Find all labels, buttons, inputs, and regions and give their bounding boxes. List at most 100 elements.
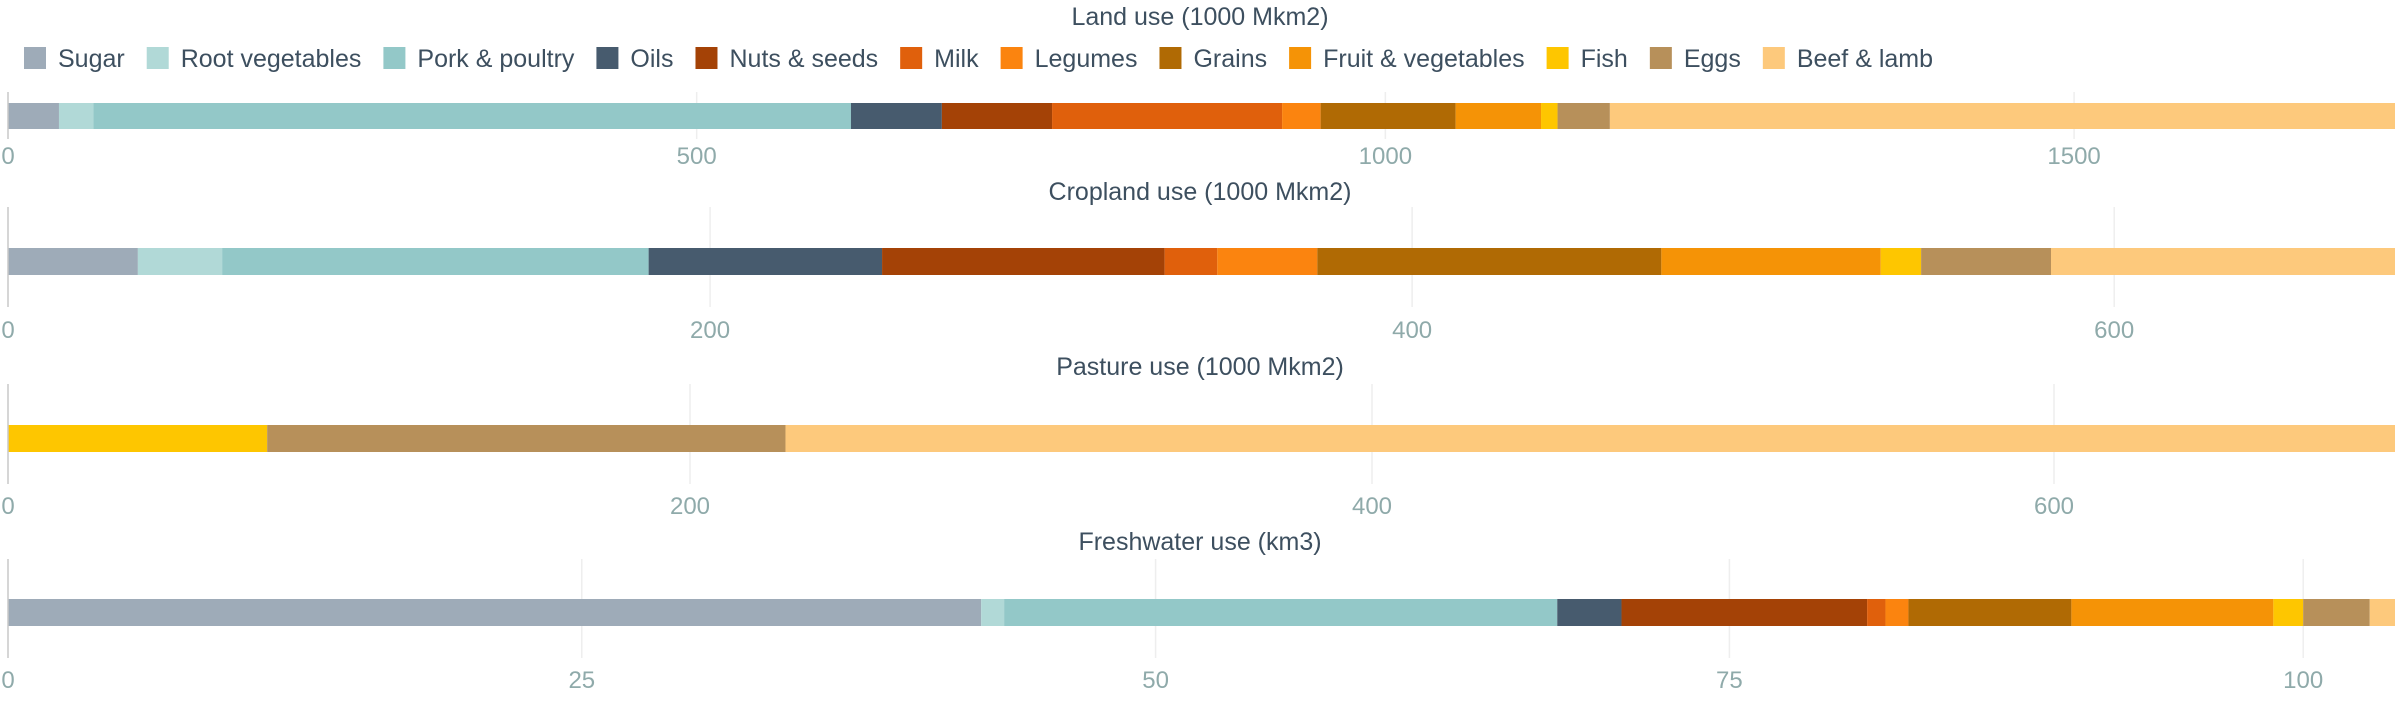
legend-item-milk[interactable]: Milk: [900, 45, 979, 73]
chart-panel-freshwater-use-km3: Freshwater use (km3) 0 25 50 75 100: [1, 528, 2395, 694]
bar-segment-eggs[interactable]: [267, 425, 786, 452]
legend-item-fruit-and-vegetables[interactable]: Fruit & vegetables: [1289, 45, 1525, 73]
tick-label: 500: [677, 143, 717, 170]
bar-segment-sugar[interactable]: [8, 599, 982, 626]
bar-segment-eggs[interactable]: [1921, 248, 2051, 275]
bar-segment-fruit-and-vegetables[interactable]: [1661, 248, 1881, 275]
panel-title: Land use (1000 Mkm2): [1071, 3, 1328, 31]
legend-item-eggs[interactable]: Eggs: [1649, 45, 1741, 73]
bar-segment-legumes[interactable]: [1282, 103, 1321, 129]
bar-segment-beef-and-lamb[interactable]: [2369, 599, 2395, 626]
legend-label: Milk: [934, 45, 979, 73]
bar-segment-legumes[interactable]: [1885, 599, 1909, 626]
legend-swatch: [596, 47, 619, 69]
bar-segment-nuts-and-seeds[interactable]: [941, 103, 1053, 129]
legend-item-root-vegetables[interactable]: Root vegetables: [146, 45, 362, 73]
bar-segment-oils[interactable]: [850, 103, 942, 129]
legend-label: Eggs: [1684, 45, 1741, 73]
bar-segment-legumes[interactable]: [1217, 248, 1318, 275]
bar-segment-oils[interactable]: [1557, 599, 1622, 626]
bar-segment-grains[interactable]: [1317, 248, 1662, 275]
legend-label: Root vegetables: [181, 45, 362, 73]
bar-segment-oils[interactable]: [648, 248, 883, 275]
panel-title: Pasture use (1000 Mkm2): [1056, 353, 1344, 381]
bar-segment-milk[interactable]: [1867, 599, 1886, 626]
tick-label: 1000: [1359, 143, 1412, 170]
tick-label: 0: [1, 317, 14, 344]
bar-segment-grains[interactable]: [1320, 103, 1456, 129]
tick-label: 25: [568, 667, 595, 694]
legend-label: Grains: [1193, 45, 1267, 73]
legend-label: Legumes: [1035, 45, 1138, 73]
legend: Sugar Root vegetables Pork & poultry Oils Nu…: [24, 45, 1933, 73]
legend-item-grains[interactable]: Grains: [1159, 45, 1267, 73]
tick-label: 0: [1, 143, 14, 170]
bar-segment-milk[interactable]: [1164, 248, 1218, 275]
bar-segment-fish[interactable]: [2273, 599, 2304, 626]
legend-swatch: [1546, 47, 1569, 69]
bar-segment-milk[interactable]: [1052, 103, 1283, 129]
legend-swatch: [24, 47, 46, 69]
legend-item-pork-and-poultry[interactable]: Pork & poultry: [383, 45, 575, 73]
legend-swatch: [1762, 47, 1785, 69]
legend-label: Fish: [1581, 45, 1628, 73]
legend-label: Pork & poultry: [417, 45, 575, 73]
legend-swatch: [1000, 47, 1023, 69]
bar-segment-beef-and-lamb[interactable]: [1609, 103, 2395, 129]
legend-label: Beef & lamb: [1797, 45, 1933, 73]
bar-segment-pork-and-poultry[interactable]: [1004, 599, 1558, 626]
bar-segment-sugar[interactable]: [8, 248, 138, 275]
tick-label: 0: [1, 667, 14, 694]
legend-swatch: [1159, 47, 1182, 69]
tick-label: 400: [1392, 317, 1432, 344]
bar-segment-eggs[interactable]: [2303, 599, 2370, 626]
bar-segment-beef-and-lamb[interactable]: [785, 425, 2395, 452]
bar-segment-fish[interactable]: [1541, 103, 1558, 129]
legend-swatch: [146, 47, 169, 69]
bar-segment-root-vegetables[interactable]: [981, 599, 1005, 626]
bar-segment-pork-and-poultry[interactable]: [93, 103, 851, 129]
bar-segment-nuts-and-seeds[interactable]: [1621, 599, 1868, 626]
legend-label: Nuts & seeds: [729, 45, 878, 73]
legend-item-nuts-and-seeds[interactable]: Nuts & seeds: [695, 45, 878, 73]
tick-label: 200: [690, 317, 730, 344]
tick-label: 400: [1352, 493, 1392, 520]
legend-swatch: [695, 47, 718, 69]
legend-label: Oils: [630, 45, 673, 73]
bar-segment-pork-and-poultry[interactable]: [222, 248, 649, 275]
legend-swatch: [900, 47, 923, 69]
panel-title: Cropland use (1000 Mkm2): [1049, 178, 1352, 206]
bar-segment-fish[interactable]: [1880, 248, 1922, 275]
bar-segment-beef-and-lamb[interactable]: [2050, 248, 2395, 275]
legend-item-legumes[interactable]: Legumes: [1000, 45, 1138, 73]
legend-item-fish[interactable]: Fish: [1546, 45, 1628, 73]
chart-panel-land-use-1000-mkm2: Land use (1000 Mkm2) 0 500 1000 1500: [1, 3, 2395, 170]
tick-label: 0: [1, 493, 14, 520]
legend-item-beef-and-lamb[interactable]: Beef & lamb: [1762, 45, 1933, 73]
tick-label: 50: [1142, 667, 1169, 694]
tick-label: 600: [2034, 493, 2074, 520]
legend-swatch: [1649, 47, 1672, 69]
bar-segment-fruit-and-vegetables[interactable]: [1455, 103, 1542, 129]
legend-label: Fruit & vegetables: [1323, 45, 1525, 73]
tick-label: 600: [2094, 317, 2134, 344]
bar-segment-root-vegetables[interactable]: [58, 103, 94, 129]
bar-segment-nuts-and-seeds[interactable]: [882, 248, 1165, 275]
legend-swatch: [383, 47, 406, 69]
bar-segment-root-vegetables[interactable]: [137, 248, 223, 275]
legend-item-sugar[interactable]: Sugar: [24, 45, 125, 73]
tick-label: 100: [2283, 667, 2323, 694]
legend-item-oils[interactable]: Oils: [596, 45, 673, 73]
bar-segment-sugar[interactable]: [8, 103, 59, 129]
bar-segment-grains[interactable]: [1908, 599, 2072, 626]
bar-segment-eggs[interactable]: [1557, 103, 1610, 129]
chart-panel-pasture-use-1000-mkm2: Pasture use (1000 Mkm2) 0 200 400 600: [1, 353, 2395, 520]
tick-label: 1500: [2047, 143, 2100, 170]
tick-label: 75: [1716, 667, 1743, 694]
bar-segment-fish[interactable]: [8, 425, 268, 452]
panel-title: Freshwater use (km3): [1078, 528, 1321, 556]
bar-segment-fruit-and-vegetables[interactable]: [2071, 599, 2274, 626]
legend-label: Sugar: [58, 45, 125, 73]
